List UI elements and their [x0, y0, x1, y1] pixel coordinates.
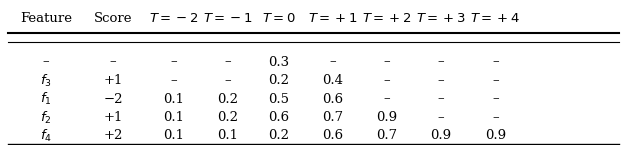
Text: 0.9: 0.9	[484, 129, 506, 143]
Text: $f_3$: $f_3$	[40, 72, 52, 89]
Text: –: –	[438, 111, 444, 124]
Text: $T=+1$: $T=+1$	[308, 12, 358, 25]
Text: 0.9: 0.9	[376, 111, 397, 124]
Text: 0.2: 0.2	[217, 111, 238, 124]
Text: –: –	[492, 56, 499, 69]
Text: $T=0$: $T=0$	[262, 12, 296, 25]
Text: –: –	[383, 93, 390, 106]
Text: 0.1: 0.1	[217, 129, 238, 143]
Text: 0.1: 0.1	[163, 93, 184, 106]
Text: 0.2: 0.2	[217, 93, 238, 106]
Text: –: –	[438, 56, 444, 69]
Text: –: –	[170, 74, 177, 87]
Text: $f_2$: $f_2$	[40, 109, 52, 126]
Text: –: –	[383, 74, 390, 87]
Text: 0.2: 0.2	[268, 129, 289, 143]
Text: $f_4$: $f_4$	[40, 128, 52, 144]
Text: Score: Score	[93, 12, 132, 25]
Text: 0.1: 0.1	[163, 129, 184, 143]
Text: +1: +1	[103, 74, 123, 87]
Text: –: –	[224, 56, 231, 69]
Text: 0.2: 0.2	[268, 74, 289, 87]
Text: $T=-1$: $T=-1$	[203, 12, 253, 25]
Text: –: –	[109, 56, 116, 69]
Text: –: –	[492, 93, 499, 106]
Text: –: –	[438, 93, 444, 106]
Text: –: –	[43, 56, 49, 69]
Text: 0.4: 0.4	[323, 74, 343, 87]
Text: 0.6: 0.6	[322, 93, 343, 106]
Text: 0.1: 0.1	[163, 111, 184, 124]
Text: $T=+4$: $T=+4$	[470, 12, 520, 25]
Text: –: –	[330, 56, 336, 69]
Text: 0.7: 0.7	[322, 111, 343, 124]
Text: –: –	[492, 74, 499, 87]
Text: $T=-2$: $T=-2$	[148, 12, 198, 25]
Text: –: –	[492, 111, 499, 124]
Text: 0.3: 0.3	[268, 56, 289, 69]
Text: –: –	[224, 74, 231, 87]
Text: $T=+3$: $T=+3$	[416, 12, 466, 25]
Text: $T=+2$: $T=+2$	[362, 12, 412, 25]
Text: –: –	[170, 56, 177, 69]
Text: +1: +1	[103, 111, 123, 124]
Text: 0.5: 0.5	[268, 93, 289, 106]
Text: −2: −2	[103, 93, 123, 106]
Text: $f_1$: $f_1$	[40, 91, 52, 107]
Text: +2: +2	[103, 129, 123, 143]
Text: –: –	[438, 74, 444, 87]
Text: Feature: Feature	[20, 12, 72, 25]
Text: 0.9: 0.9	[431, 129, 452, 143]
Text: 0.7: 0.7	[376, 129, 397, 143]
Text: 0.6: 0.6	[268, 111, 289, 124]
Text: –: –	[383, 56, 390, 69]
Text: 0.6: 0.6	[322, 129, 343, 143]
